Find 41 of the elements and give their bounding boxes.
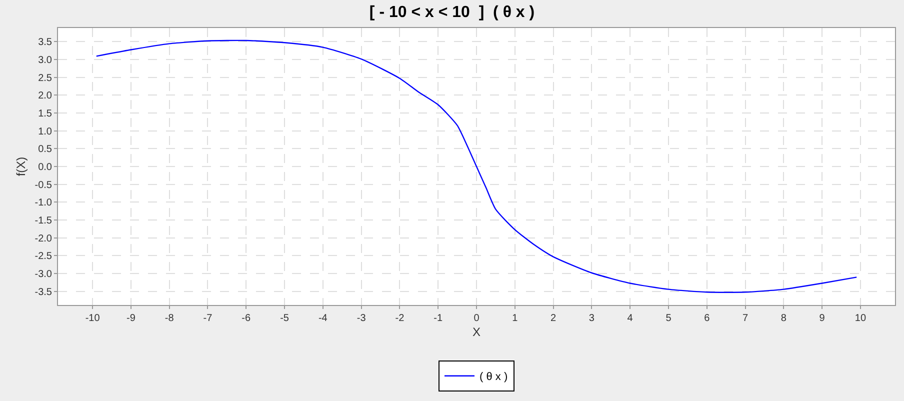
x-tick-label: 8 bbox=[780, 313, 787, 324]
y-tick-label: 0.0 bbox=[38, 162, 52, 173]
y-tick-label: -1.0 bbox=[34, 198, 52, 209]
x-tick-label: -3 bbox=[356, 313, 366, 324]
x-tick-label: 7 bbox=[742, 313, 748, 324]
x-tick-label: 6 bbox=[704, 313, 710, 324]
x-tick-label: -7 bbox=[203, 313, 213, 324]
line-series bbox=[96, 40, 858, 293]
x-tick-label: -2 bbox=[395, 313, 405, 324]
x-tick-label: 3 bbox=[588, 313, 595, 324]
y-tick-label: -2.5 bbox=[34, 251, 52, 262]
x-tick-label: -9 bbox=[126, 313, 136, 324]
x-tick-label: 0 bbox=[474, 313, 480, 324]
y-tick-label: -1.5 bbox=[34, 216, 52, 227]
y-tick-label: -3.5 bbox=[34, 286, 52, 298]
y-tick-label: -0.5 bbox=[34, 180, 52, 191]
y-tick-label: 0.5 bbox=[38, 144, 52, 156]
y-tick-label: 2.0 bbox=[38, 90, 52, 102]
x-tick-label: -1 bbox=[434, 313, 443, 324]
y-tick-label: 3.5 bbox=[38, 37, 52, 48]
y-tick-label: -3.0 bbox=[34, 269, 52, 280]
y-tick-label: 1.5 bbox=[38, 108, 52, 120]
x-axis-title: X bbox=[472, 324, 481, 339]
x-tick-label: -4 bbox=[318, 313, 328, 324]
y-tick-label: -2.0 bbox=[34, 233, 52, 244]
x-tick-label: 5 bbox=[666, 313, 672, 324]
x-tick-label: 1 bbox=[512, 313, 518, 324]
x-tick-label: -8 bbox=[164, 313, 174, 324]
x-tick-label: 10 bbox=[854, 313, 866, 324]
chart-title: [ - 10 < x < 10 ] ( θ x ) bbox=[369, 4, 535, 22]
x-tick-label: -10 bbox=[85, 313, 100, 324]
x-tick-label: 2 bbox=[550, 313, 557, 324]
x-tick-label: 9 bbox=[819, 313, 826, 324]
y-tick-label: 3.0 bbox=[38, 54, 52, 66]
legend-label: ( θ x ) bbox=[480, 371, 508, 384]
y-tick-label: 2.5 bbox=[38, 72, 52, 84]
x-tick-label: -5 bbox=[280, 313, 290, 324]
y-tick-label: 1.0 bbox=[38, 126, 52, 138]
x-tick-label: -6 bbox=[242, 313, 252, 324]
y-axis-title: f(X) bbox=[14, 156, 28, 176]
x-tick-label: 4 bbox=[627, 313, 634, 324]
